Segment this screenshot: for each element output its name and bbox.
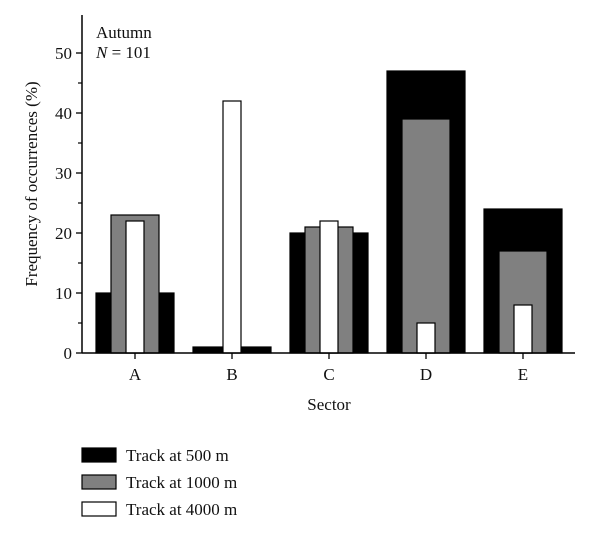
bar-C-series-3 [319,220,339,354]
y-tick-label: 0 [64,344,73,363]
x-tick-label: D [420,365,432,384]
annotation-n-symbol: N [95,43,109,62]
y-axis-label: Frequency of occurrences (%) [22,81,41,286]
bar-B-series-3 [222,100,242,354]
y-tick-label: 30 [55,164,72,183]
y-tick-label: 50 [55,44,72,63]
bars-group [95,70,563,354]
bar-E-series-3 [513,304,533,354]
bar-D-series-3 [416,322,436,354]
x-tick-label: B [226,365,237,384]
y-tick-label: 40 [55,104,72,123]
legend-label: Track at 4000 m [126,500,237,519]
legend-label: Track at 500 m [126,446,229,465]
x-tick-label: E [518,365,528,384]
annotation-n-value: = 101 [107,43,151,62]
x-ticks-group: A B C D E [129,353,528,384]
y-ticks-group: 0 10 20 30 40 50 [55,44,82,363]
bar-D-series-2 [401,118,451,354]
annotation-season: Autumn [96,23,152,42]
legend-swatch [81,474,117,490]
bar-A-series-3 [125,220,145,354]
x-axis-label: Sector [307,395,351,414]
legend: Track at 500 m Track at 1000 m Track at 40… [81,446,237,519]
legend-swatch [81,501,117,517]
legend-swatch [81,447,117,463]
y-tick-label: 20 [55,224,72,243]
x-tick-label: A [129,365,142,384]
legend-label: Track at 1000 m [126,473,237,492]
x-tick-label: C [323,365,334,384]
y-tick-label: 10 [55,284,72,303]
annotation-n: N = 101 [95,43,151,62]
